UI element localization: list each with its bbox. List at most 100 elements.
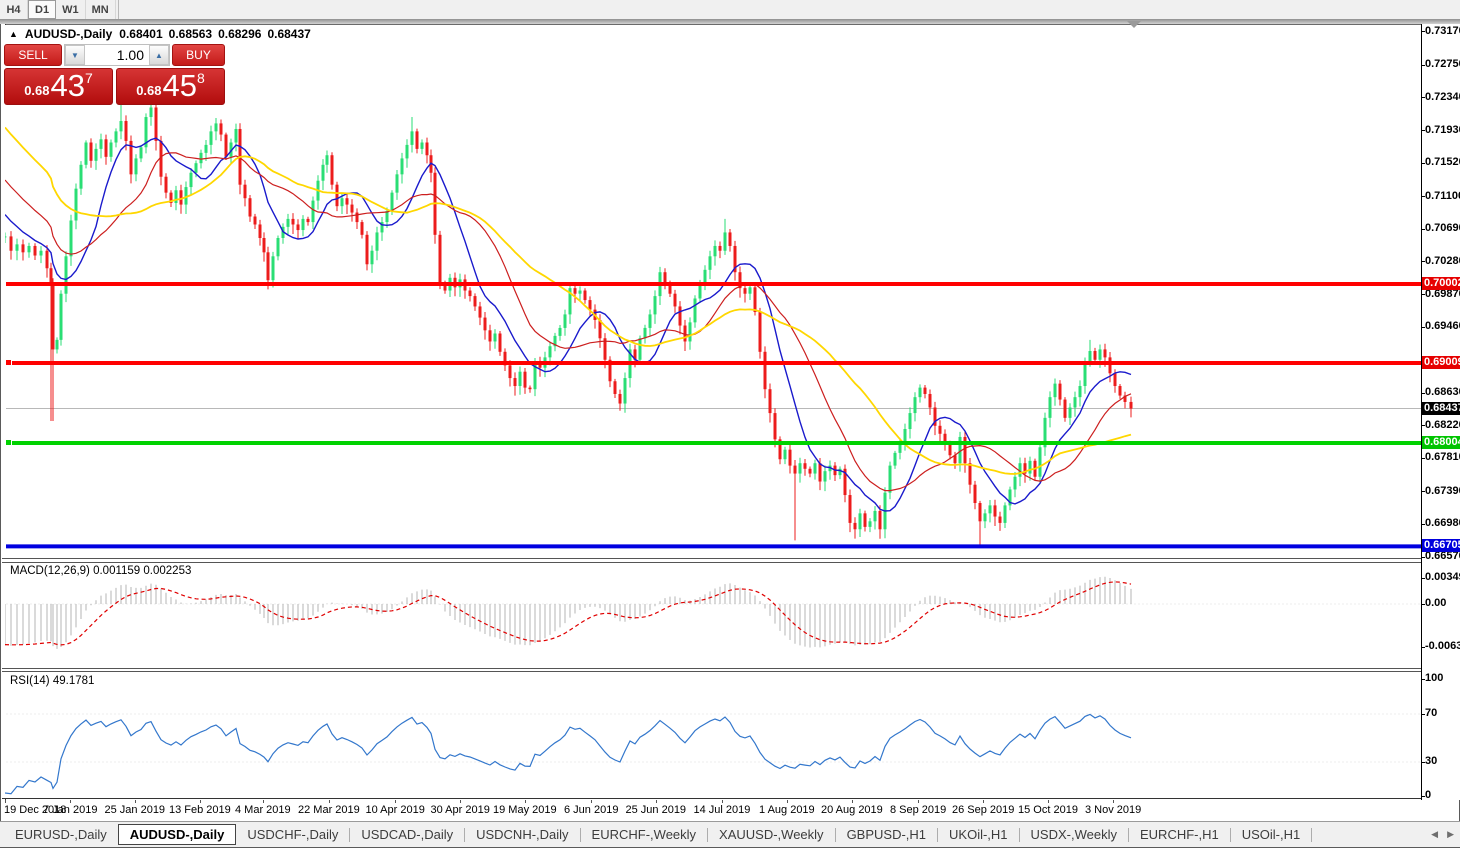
- date-axis: 19 Dec 2018 7 Jan 2019 25 Jan 2019 13 Feb 2…: [2, 800, 1421, 821]
- rsi-axis-tick-mark: [1421, 678, 1425, 680]
- volume-input[interactable]: [85, 45, 149, 65]
- chart-autoscroll-marker-icon[interactable]: [1127, 21, 1141, 28]
- tab-separator: [464, 827, 466, 842]
- chart-tab-bar: EURUSD-,Daily AUDUSD-,Daily USDCHF-,Daily U…: [0, 821, 1460, 847]
- axis-tick-mark: [1421, 491, 1425, 493]
- one-click-trading-panel: SELL ▼ ▲ BUY 0.68 43 7 0.68 45 8: [4, 44, 225, 105]
- rsi-name: RSI(14): [10, 675, 50, 687]
- date-tick-mark: [5, 800, 6, 803]
- date-tick-label: 13 Feb 2019: [169, 804, 231, 816]
- macd-axis-tick-mark: [1421, 577, 1425, 579]
- buy-button[interactable]: BUY: [172, 44, 225, 66]
- rsi-axis-label: 100: [1425, 672, 1444, 684]
- date-tick-mark: [70, 800, 71, 803]
- date-tick-mark: [263, 800, 264, 803]
- timeframe-button-h4[interactable]: H4: [0, 0, 28, 19]
- chart-tab-eurusd[interactable]: EURUSD-,Daily: [15, 827, 107, 842]
- price-chart-pane: [5, 25, 1421, 558]
- sell-quote[interactable]: 0.68 43 7: [4, 68, 113, 105]
- date-tick-label: 26 Sep 2019: [952, 804, 1015, 816]
- macd-indicator-label: MACD(12,26,9) 0.001159 0.002253: [10, 565, 191, 577]
- timeframe-button-d1[interactable]: D1: [28, 0, 57, 19]
- timeframe-button-mn[interactable]: MN: [85, 0, 116, 19]
- collapse-panel-icon[interactable]: ▲: [9, 29, 18, 39]
- chart-tab-audusd[interactable]: AUDUSD-,Daily: [117, 823, 237, 845]
- date-tick-mark: [852, 800, 853, 803]
- sell-button[interactable]: SELL: [4, 44, 62, 66]
- tab-scroll-left-icon[interactable]: ◀: [1431, 829, 1439, 839]
- rsi-axis-tick-mark: [1421, 795, 1425, 797]
- tab-separator: [1311, 827, 1313, 842]
- chart-tab-usdcnh[interactable]: USDCNH-,Daily: [476, 827, 569, 842]
- tab-separator: [937, 827, 939, 842]
- axis-tick-mark: [1421, 425, 1425, 427]
- volume-decrease-icon[interactable]: ▼: [65, 45, 85, 65]
- date-tick-label: 19 May 2019: [493, 804, 557, 816]
- date-tick-label: 15 Oct 2019: [1018, 804, 1078, 816]
- axis-tick-mark: [1421, 326, 1425, 328]
- axis-tick-mark: [1421, 97, 1425, 99]
- date-tick-mark: [1113, 800, 1114, 803]
- price-axis-line: [1421, 24, 1422, 800]
- chart-tab-usoil[interactable]: USOil-,H1: [1241, 827, 1301, 842]
- axis-tick-mark: [1421, 130, 1425, 132]
- macd-axis-tick-mark: [1421, 646, 1425, 648]
- price-line-label: 0.66705: [1422, 539, 1460, 553]
- tab-separator: [1128, 827, 1129, 842]
- date-tick-label: 6 Jun 2019: [564, 804, 619, 816]
- pane-border: [2, 798, 1459, 799]
- axis-tick-mark: [1421, 228, 1425, 230]
- date-tick-label: 14 Jul 2019: [693, 804, 751, 816]
- price-line-label: 0.68004: [1422, 436, 1460, 449]
- date-tick-mark: [200, 800, 201, 803]
- tab-separator: [349, 827, 351, 842]
- pane-splitter[interactable]: [2, 558, 1459, 563]
- timeframe-button-w1[interactable]: W1: [56, 0, 86, 19]
- toolbar-separator: [117, 0, 119, 19]
- chart-tab-eurchf[interactable]: EURCHF-,H1: [1140, 827, 1219, 842]
- date-tick-label: 22 Mar 2019: [298, 804, 360, 816]
- chart-tab-ukoil[interactable]: UKOil-,H1: [949, 827, 1008, 842]
- trendline-handle[interactable]: [5, 439, 12, 446]
- tab-separator: [1229, 827, 1231, 842]
- price-line-label: 0.70002: [1422, 276, 1460, 290]
- date-tick-label: 20 Aug 2019: [821, 804, 883, 816]
- chart-tab-eurchf[interactable]: EURCHF-,Weekly: [591, 827, 697, 842]
- tab-separator: [834, 827, 836, 842]
- chart-tab-xauusd[interactable]: XAUUSD-,Weekly: [719, 827, 824, 842]
- chart-tab-usdcad[interactable]: USDCAD-,Daily: [361, 827, 454, 842]
- date-tick-mark: [983, 800, 984, 803]
- chart-tab-usdchf[interactable]: USDCHF-,Daily: [247, 827, 339, 842]
- sell-price-pip: 7: [85, 70, 93, 86]
- rsi-value: 49.1781: [52, 675, 95, 687]
- axis-tick-mark: [1421, 523, 1425, 525]
- rsi-axis-label: 0: [1425, 789, 1432, 801]
- buy-price-pip: 8: [197, 70, 205, 86]
- date-tick-mark: [135, 800, 136, 803]
- date-tick-mark: [656, 800, 657, 803]
- trendline-handle[interactable]: [5, 359, 12, 367]
- pane-splitter[interactable]: [2, 668, 1459, 672]
- axis-tick-mark: [1421, 294, 1425, 295]
- ohlc-open: 0.68401: [119, 27, 163, 41]
- sell-price-prefix: 0.68: [24, 83, 50, 98]
- date-tick-label: 3 Nov 2019: [1085, 804, 1142, 816]
- volume-increase-icon[interactable]: ▲: [149, 45, 169, 65]
- date-tick-mark: [1048, 800, 1049, 803]
- chart-tab-gbpusd[interactable]: GBPUSD-,H1: [846, 827, 927, 842]
- tab-scroll-right-icon[interactable]: ▶: [1447, 829, 1454, 839]
- buy-quote[interactable]: 0.68 45 8: [116, 68, 225, 105]
- chart-tab-usdx[interactable]: USDX-,Weekly: [1030, 827, 1117, 842]
- sell-price-big: 43: [50, 68, 85, 103]
- ohlc-close: 0.68437: [267, 27, 311, 41]
